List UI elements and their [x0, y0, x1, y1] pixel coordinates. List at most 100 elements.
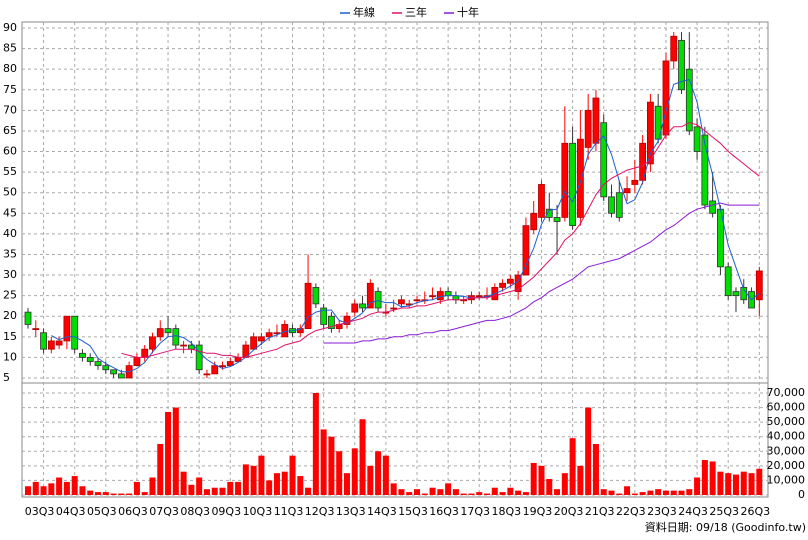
volume-bar	[421, 493, 428, 495]
candle-body	[499, 282, 506, 288]
candle-body	[608, 196, 615, 214]
volume-bar	[305, 487, 312, 495]
volume-bar	[522, 492, 529, 495]
volume-bar	[608, 490, 615, 495]
y2-tick-label: 30,000	[767, 444, 806, 457]
volume-bar	[188, 484, 195, 495]
x-tick-label: 17Q3	[460, 505, 490, 518]
candle-body	[281, 324, 289, 338]
volume-bar	[491, 487, 498, 495]
candle-body	[71, 315, 79, 350]
candle-body	[670, 35, 678, 62]
volume-bar	[289, 455, 296, 495]
volume-bar	[227, 481, 234, 495]
volume-bar	[748, 473, 755, 495]
candle-body	[398, 299, 405, 305]
volume-bar	[87, 490, 94, 495]
candle-body	[444, 291, 452, 297]
volume-bar	[25, 486, 31, 495]
volume-bar	[530, 462, 537, 495]
candle-body	[47, 340, 55, 350]
plot-frame	[21, 21, 769, 498]
y-tick-label: 15	[3, 330, 17, 343]
candle-body	[172, 328, 180, 346]
volume-bar	[165, 411, 172, 495]
candle-body	[592, 97, 600, 144]
candle-body	[63, 315, 71, 342]
volume-bar	[429, 487, 436, 495]
x-tick-label: 12Q3	[305, 505, 335, 518]
y-tick-label: 90	[3, 21, 17, 34]
candle-body	[250, 336, 258, 350]
volume-bar	[445, 483, 452, 495]
candle-body	[366, 282, 374, 309]
x-tick-label: 08Q3	[180, 505, 210, 518]
y-tick-label: 70	[3, 103, 17, 116]
x-tick-label: 22Q3	[616, 505, 646, 518]
x-tick-label: 19Q3	[523, 505, 553, 518]
volume-bar	[71, 476, 78, 495]
candle-body	[374, 291, 382, 309]
volume-bar	[336, 451, 343, 495]
y-tick-label: 25	[3, 289, 17, 302]
ma-line	[51, 78, 760, 373]
y-tick-label: 20	[3, 309, 17, 322]
volume-bar	[686, 489, 693, 495]
volume-bar	[616, 493, 623, 495]
volume-bar	[281, 471, 288, 495]
volume-bar	[414, 489, 420, 495]
volume-bar	[662, 490, 669, 495]
volume-bar	[561, 473, 568, 495]
volume-bar	[126, 493, 133, 495]
y-tick-label: 85	[3, 42, 17, 55]
x-tick-label: 23Q3	[647, 505, 677, 518]
volume-bar	[63, 481, 70, 495]
volume-bar	[157, 444, 164, 495]
volume-bar	[709, 461, 716, 495]
y2-tick-label: 60,000	[767, 401, 806, 414]
volume-bar	[133, 481, 140, 495]
volume-bar	[406, 492, 413, 495]
volume-bar	[725, 473, 732, 495]
candle-body	[117, 373, 125, 379]
volume-bar	[375, 451, 382, 495]
candle-body	[79, 352, 86, 358]
volume-bar	[312, 393, 319, 495]
volume-bar	[110, 493, 117, 495]
x-tick-label: 13Q3	[336, 505, 366, 518]
candle-body	[693, 126, 701, 152]
x-tick-label: 20Q3	[554, 505, 584, 518]
volume-bar	[694, 477, 701, 495]
y-tick-label: 5	[3, 371, 10, 384]
candle-body	[755, 270, 763, 301]
volume-bar	[701, 460, 708, 495]
candle-body	[732, 291, 740, 297]
candle-body	[553, 217, 561, 222]
volume-bar	[624, 486, 631, 495]
legend-label: 年線	[353, 5, 375, 19]
volume-bar	[639, 492, 646, 495]
volume-bar	[328, 436, 335, 495]
volume-bar	[507, 487, 514, 495]
y2-tick-label: 0	[798, 488, 805, 501]
volume-bar	[631, 493, 638, 495]
candle-body	[40, 332, 47, 350]
volume-bar	[717, 471, 724, 495]
y-tick-label: 50	[3, 186, 17, 199]
candle-body	[678, 39, 685, 91]
volume-bar	[367, 465, 374, 495]
x-tick-label: 15Q3	[398, 505, 428, 518]
volume-bar	[382, 455, 389, 495]
volume-bar	[180, 471, 187, 495]
volume-bar	[585, 407, 592, 495]
candle-body	[475, 295, 483, 298]
volume-bar	[102, 492, 109, 495]
candle-body	[584, 109, 592, 148]
volume-bar	[390, 483, 397, 495]
candle-body	[615, 192, 623, 218]
candle-body	[654, 105, 662, 140]
volume-bar	[56, 477, 63, 495]
volume-bar	[172, 407, 179, 495]
y2-tick-label: 40,000	[767, 430, 806, 443]
candle-body	[141, 348, 149, 358]
